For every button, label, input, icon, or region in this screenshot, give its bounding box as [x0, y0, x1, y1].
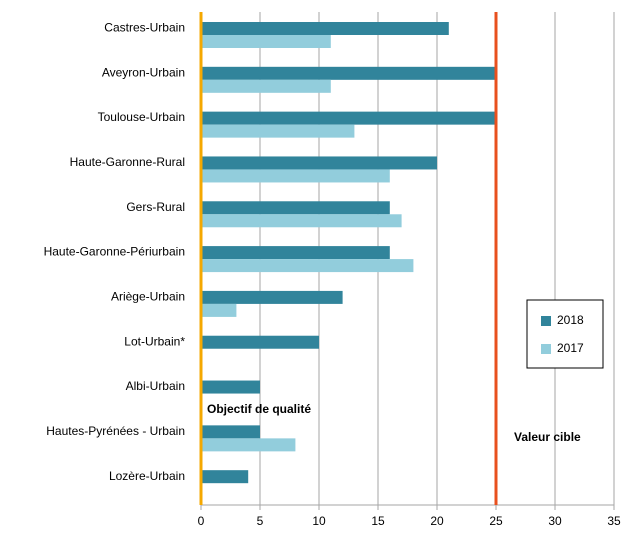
- bar: [201, 66, 496, 80]
- bar: [201, 303, 237, 317]
- bar: [201, 22, 449, 35]
- bar: [201, 214, 402, 228]
- bar: [201, 470, 249, 484]
- annotation: Objectif de qualité: [207, 402, 311, 416]
- bar: [201, 169, 390, 183]
- y-tick-label: Hautes-Pyrénées - Urbain: [46, 424, 185, 438]
- y-tick-label: Lozère-Urbain: [109, 469, 185, 483]
- x-tick-label: 10: [312, 514, 326, 528]
- legend-label: 2017: [557, 341, 584, 355]
- bar: [201, 201, 390, 215]
- bar: [201, 438, 296, 452]
- bar: [201, 259, 414, 273]
- bar: [201, 335, 319, 349]
- x-tick-label: 20: [430, 514, 444, 528]
- y-tick-label: Toulouse-Urbain: [98, 110, 185, 124]
- bar: [201, 425, 260, 439]
- y-tick-label: Aveyron-Urbain: [102, 65, 185, 79]
- y-tick-label: Gers-Rural: [126, 200, 185, 214]
- legend-label: 2018: [557, 313, 584, 327]
- y-tick-label: Albi-Urbain: [126, 379, 185, 393]
- bar: [201, 246, 390, 260]
- legend-swatch: [541, 316, 551, 326]
- legend-swatch: [541, 344, 551, 354]
- y-tick-label: Lot-Urbain*: [124, 334, 185, 348]
- x-tick-label: 30: [548, 514, 562, 528]
- bar: [201, 79, 331, 93]
- bar: [201, 380, 260, 394]
- x-tick-label: 0: [198, 514, 205, 528]
- x-tick-label: 15: [371, 514, 385, 528]
- y-tick-label: Ariège-Urbain: [111, 289, 185, 303]
- x-tick-label: 35: [607, 514, 621, 528]
- y-tick-label: Haute-Garonne-Rural: [70, 155, 185, 169]
- legend: 2018 2017: [526, 299, 604, 369]
- x-tick-label: 25: [489, 514, 503, 528]
- bar: [201, 111, 496, 125]
- bar: [201, 290, 343, 304]
- bar: [201, 124, 355, 138]
- bar: [201, 35, 331, 48]
- bar: [201, 156, 437, 170]
- x-tick-label: 5: [257, 514, 264, 528]
- annotation: Valeur cible: [514, 430, 581, 444]
- legend-box: [526, 299, 604, 369]
- y-tick-label: Castres-Urbain: [104, 21, 185, 35]
- y-tick-label: Haute-Garonne-Périurbain: [44, 245, 185, 259]
